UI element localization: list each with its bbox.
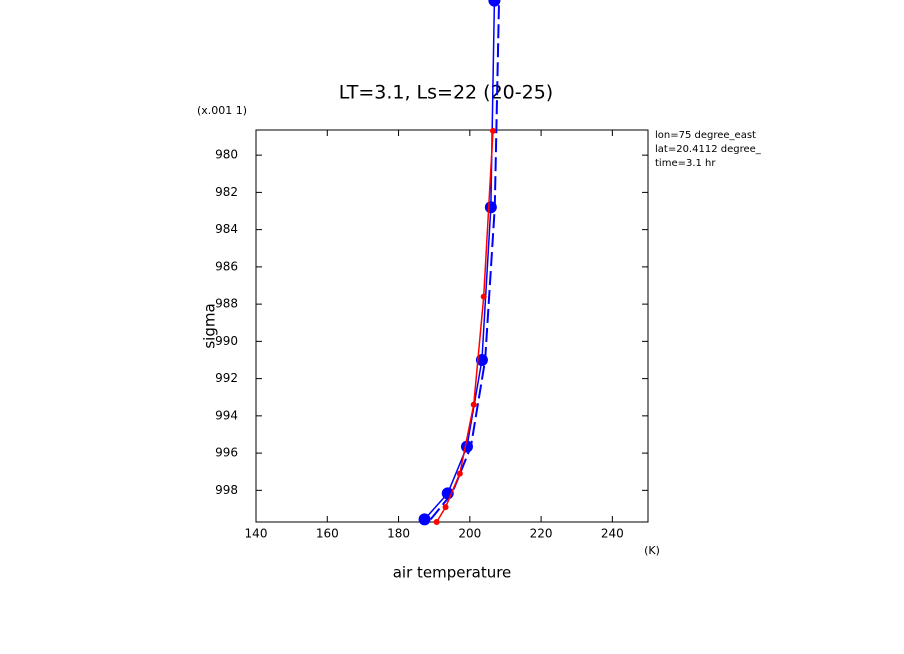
point	[442, 504, 449, 511]
point	[433, 519, 440, 525]
point	[488, 0, 501, 7]
x-tick-label: 140	[245, 527, 268, 541]
chart-title: LT=3.1, Ls=22 (20-25)	[339, 82, 553, 104]
y-unit: (x.001 1)	[197, 104, 247, 117]
y-tick-label: 992	[215, 371, 238, 385]
annotation: lat=20.4112 degree_	[655, 144, 762, 155]
series-line	[423, 0, 496, 520]
y-tick-label: 998	[215, 483, 238, 497]
point	[456, 470, 463, 477]
y-axis-label: sigma	[201, 303, 219, 348]
x-tick-label: 220	[530, 527, 553, 541]
y-tick-label: 980	[215, 148, 238, 162]
point	[480, 293, 487, 300]
y-tick-label: 994	[215, 408, 238, 422]
x-tick-label: 200	[458, 527, 481, 541]
y-tick-label: 982	[215, 185, 238, 199]
x-axis-label: air temperature	[393, 564, 512, 582]
x-tick-label: 160	[316, 527, 339, 541]
annotation: time=3.1 hr	[655, 158, 716, 169]
series-line	[429, 0, 501, 521]
point	[470, 401, 477, 408]
x-unit: (K)	[644, 544, 660, 557]
point	[489, 127, 496, 134]
annotation: lon=75 degree_east	[655, 130, 756, 141]
plot-frame	[255, 129, 649, 523]
x-tick-label: 240	[601, 527, 624, 541]
y-tick-label: 996	[215, 446, 238, 460]
y-tick-label: 988	[215, 297, 238, 311]
y-tick-label: 984	[215, 222, 238, 236]
y-tick-label: 990	[215, 334, 238, 348]
point	[418, 513, 431, 526]
y-tick-label: 986	[215, 259, 238, 273]
x-tick-label: 180	[387, 527, 410, 541]
